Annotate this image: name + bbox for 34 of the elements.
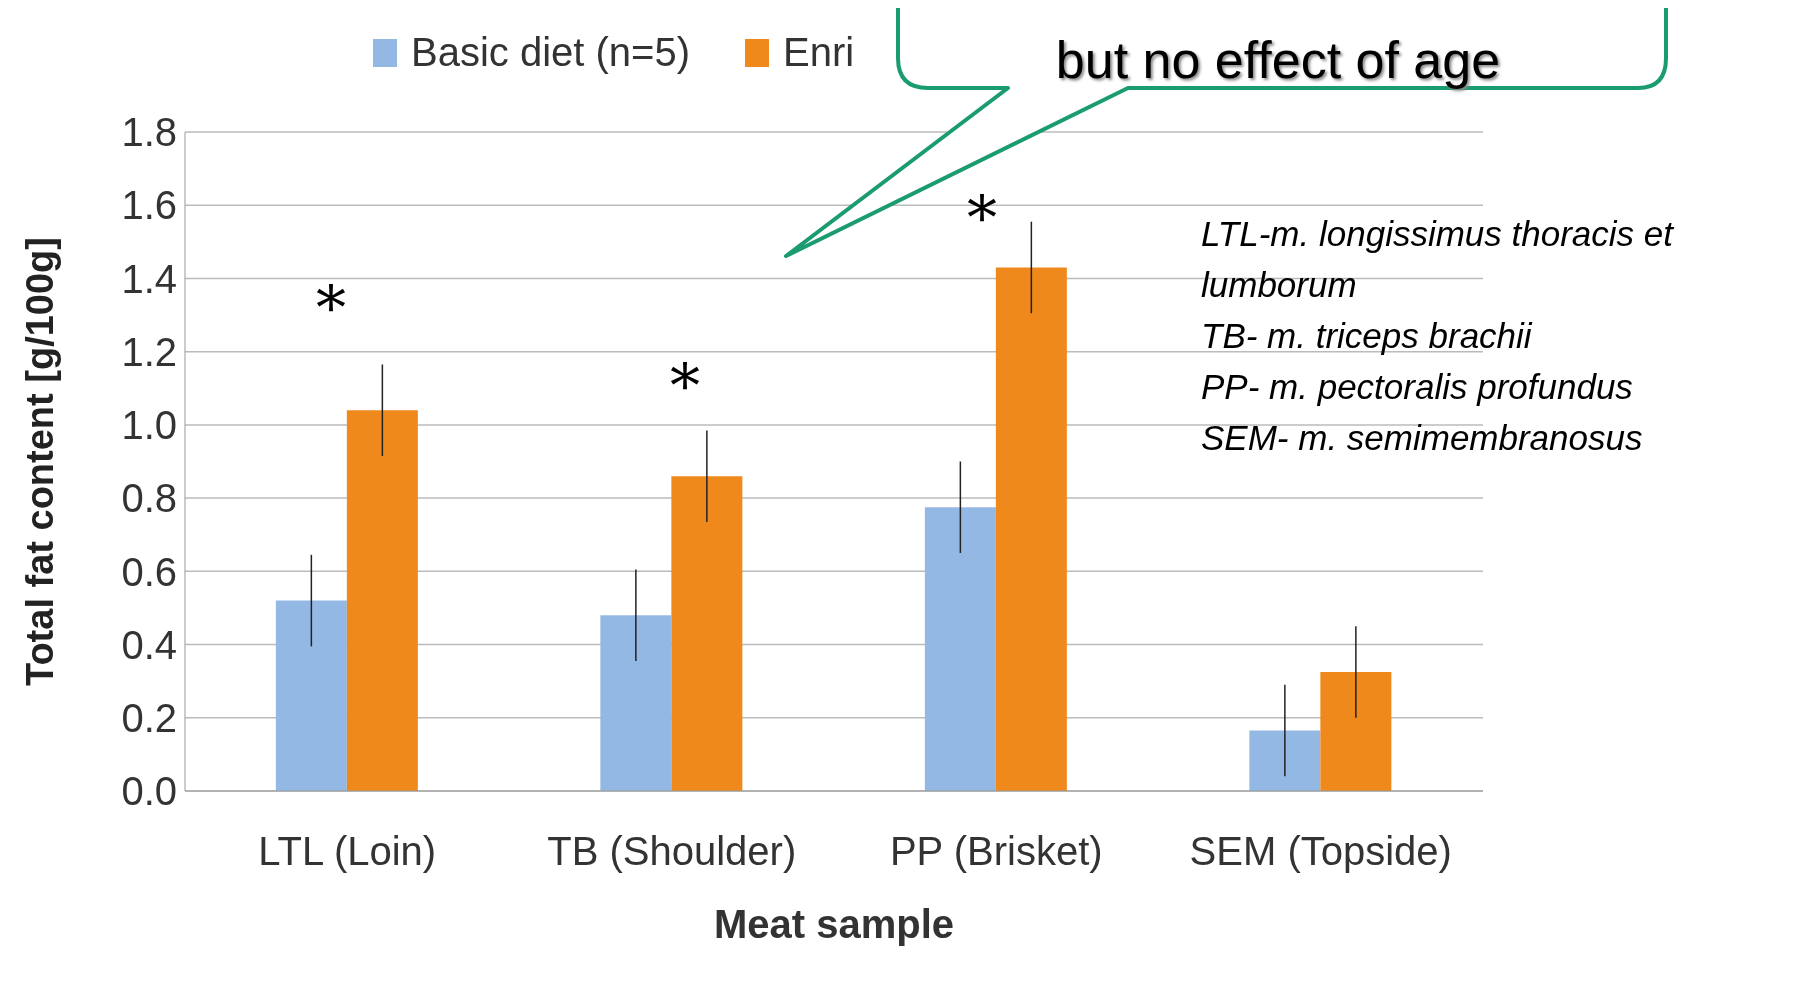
bar <box>1249 730 1321 791</box>
annotation: LTL-m. longissimus thoracis et lumborum <box>1201 213 1675 306</box>
x-tick-label: PP (Brisket) <box>889 829 1103 874</box>
x-tick-label: SEM (Topside) <box>1189 829 1452 874</box>
y-tick-label: 0.0 <box>121 769 177 814</box>
x-tick-label: TB (Shoulder) <box>547 829 797 874</box>
annotation: * <box>966 182 998 255</box>
y-tick-label: 1.4 <box>121 256 177 301</box>
legend-label: Enri <box>783 30 855 75</box>
y-axis-title: Total fat content [g/100g] <box>19 237 62 686</box>
y-tick-label: 1.8 <box>121 110 177 155</box>
text: but no effect of age <box>1054 30 1502 90</box>
y-tick-label: 0.6 <box>121 549 177 594</box>
annotation: * <box>669 350 701 423</box>
annotation: PP- m. pectoralis profundus <box>1201 366 1634 408</box>
bar <box>671 476 743 791</box>
bar <box>995 267 1067 791</box>
annotation: * <box>315 272 347 345</box>
y-tick-label: 1.6 <box>121 183 177 228</box>
y-tick-label: 0.2 <box>121 695 177 740</box>
bar <box>1320 672 1392 791</box>
y-tick-label: 1.2 <box>121 329 177 374</box>
y-tick-label: 1.0 <box>121 403 177 448</box>
y-tick-label: 0.4 <box>121 622 177 667</box>
bar <box>924 507 996 791</box>
bar <box>346 410 418 791</box>
y-tick-label: 0.8 <box>121 476 177 521</box>
annotation: TB- m. triceps brachii <box>1201 315 1534 357</box>
annotation: SEM- m. semimembranosus <box>1201 417 1644 459</box>
bar <box>600 615 672 791</box>
x-tick-label: LTL (Loin) <box>258 829 437 874</box>
legend-label: Basic diet (n=5) <box>411 30 691 75</box>
x-axis-title: Meat sample <box>713 902 955 946</box>
bar <box>275 600 347 791</box>
